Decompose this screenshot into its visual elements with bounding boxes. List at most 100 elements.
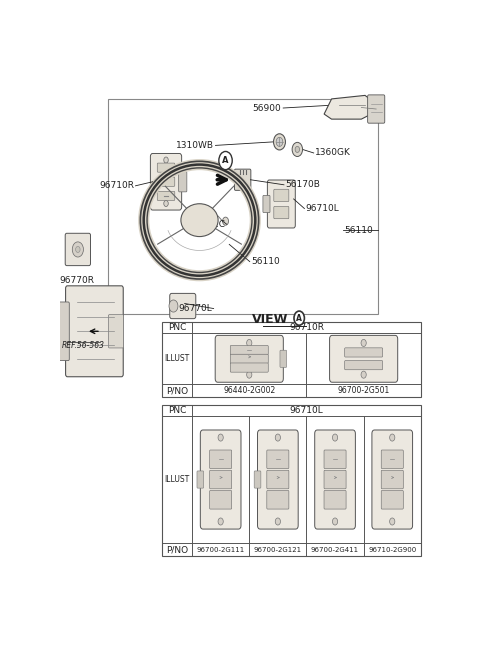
FancyBboxPatch shape [381, 470, 403, 489]
FancyBboxPatch shape [66, 286, 123, 377]
FancyBboxPatch shape [267, 180, 295, 228]
Circle shape [274, 134, 286, 150]
Text: 96710R: 96710R [99, 181, 134, 190]
Text: 96710L: 96710L [305, 204, 339, 213]
FancyBboxPatch shape [381, 450, 403, 468]
Circle shape [218, 518, 223, 525]
Circle shape [292, 142, 302, 157]
Circle shape [361, 371, 366, 379]
FancyBboxPatch shape [324, 491, 346, 509]
Ellipse shape [181, 204, 218, 237]
Bar [108, 99, 378, 314]
Text: 1360GK: 1360GK [315, 148, 351, 157]
FancyBboxPatch shape [58, 302, 69, 361]
FancyBboxPatch shape [65, 234, 91, 266]
Circle shape [76, 247, 80, 253]
FancyBboxPatch shape [210, 450, 232, 468]
FancyBboxPatch shape [274, 207, 289, 218]
Text: 56110: 56110 [252, 257, 280, 266]
Text: ILLUST: ILLUST [165, 354, 190, 363]
FancyBboxPatch shape [257, 430, 298, 529]
FancyBboxPatch shape [345, 361, 383, 370]
FancyBboxPatch shape [230, 363, 268, 372]
FancyBboxPatch shape [345, 348, 383, 357]
Circle shape [295, 146, 300, 152]
Text: 96710L: 96710L [289, 405, 324, 415]
FancyBboxPatch shape [197, 471, 204, 488]
Circle shape [390, 518, 395, 525]
FancyBboxPatch shape [274, 189, 289, 201]
FancyBboxPatch shape [324, 470, 346, 489]
Circle shape [390, 434, 395, 441]
Circle shape [333, 434, 337, 441]
Circle shape [333, 518, 337, 525]
FancyBboxPatch shape [324, 450, 346, 468]
FancyBboxPatch shape [267, 491, 289, 509]
Text: 96700-2G111: 96700-2G111 [196, 546, 245, 553]
Bar [162, 405, 421, 556]
Text: 1310WB: 1310WB [176, 141, 215, 150]
FancyBboxPatch shape [150, 154, 181, 210]
Text: 96700-2G121: 96700-2G121 [254, 546, 302, 553]
FancyBboxPatch shape [330, 335, 398, 382]
Text: 96770L: 96770L [179, 304, 213, 313]
FancyBboxPatch shape [157, 192, 175, 201]
Circle shape [218, 434, 223, 441]
FancyBboxPatch shape [230, 346, 268, 355]
Circle shape [247, 371, 252, 379]
FancyBboxPatch shape [210, 470, 232, 489]
FancyBboxPatch shape [254, 471, 261, 488]
Text: 96700-2G411: 96700-2G411 [311, 546, 359, 553]
FancyBboxPatch shape [267, 450, 289, 468]
Text: PNC: PNC [168, 405, 186, 415]
FancyBboxPatch shape [315, 430, 355, 529]
Circle shape [276, 137, 283, 146]
FancyBboxPatch shape [368, 95, 385, 123]
Text: P/NO: P/NO [166, 545, 188, 554]
Circle shape [275, 434, 280, 441]
Bar [162, 322, 421, 397]
Circle shape [294, 311, 304, 325]
Circle shape [164, 157, 168, 163]
FancyBboxPatch shape [200, 430, 241, 529]
Text: A: A [296, 314, 302, 323]
Text: 56170B: 56170B [285, 180, 320, 190]
Text: 56991C: 56991C [191, 220, 226, 229]
Text: 96710R: 96710R [289, 323, 324, 332]
FancyBboxPatch shape [215, 335, 283, 382]
FancyBboxPatch shape [170, 293, 196, 319]
FancyBboxPatch shape [267, 470, 289, 489]
Circle shape [223, 217, 228, 225]
Text: 56900: 56900 [252, 104, 281, 113]
Circle shape [164, 201, 168, 207]
FancyBboxPatch shape [280, 350, 287, 367]
Text: VIEW: VIEW [252, 313, 289, 326]
Circle shape [169, 300, 178, 312]
Text: 96440-2G002: 96440-2G002 [223, 386, 276, 395]
FancyBboxPatch shape [234, 169, 251, 190]
Circle shape [219, 152, 232, 170]
Circle shape [361, 339, 366, 346]
Text: 56110: 56110 [345, 226, 373, 235]
FancyBboxPatch shape [381, 491, 403, 509]
Text: ILLUST: ILLUST [165, 475, 190, 484]
Text: A: A [222, 156, 229, 165]
FancyBboxPatch shape [210, 491, 232, 509]
Circle shape [275, 518, 280, 525]
FancyBboxPatch shape [179, 172, 187, 192]
FancyBboxPatch shape [157, 177, 175, 186]
FancyBboxPatch shape [108, 315, 124, 348]
Text: 96710-2G900: 96710-2G900 [368, 546, 416, 553]
Polygon shape [324, 95, 376, 119]
Text: 96770R: 96770R [59, 276, 94, 285]
Text: PNC: PNC [168, 323, 186, 332]
FancyBboxPatch shape [263, 195, 270, 213]
Text: 96700-2G501: 96700-2G501 [337, 386, 390, 395]
FancyBboxPatch shape [157, 163, 175, 172]
Text: P/NO: P/NO [166, 386, 188, 395]
Circle shape [247, 339, 252, 346]
FancyBboxPatch shape [230, 354, 268, 363]
Circle shape [72, 242, 84, 257]
Text: REF.56-563: REF.56-563 [61, 341, 105, 350]
FancyBboxPatch shape [372, 430, 413, 529]
